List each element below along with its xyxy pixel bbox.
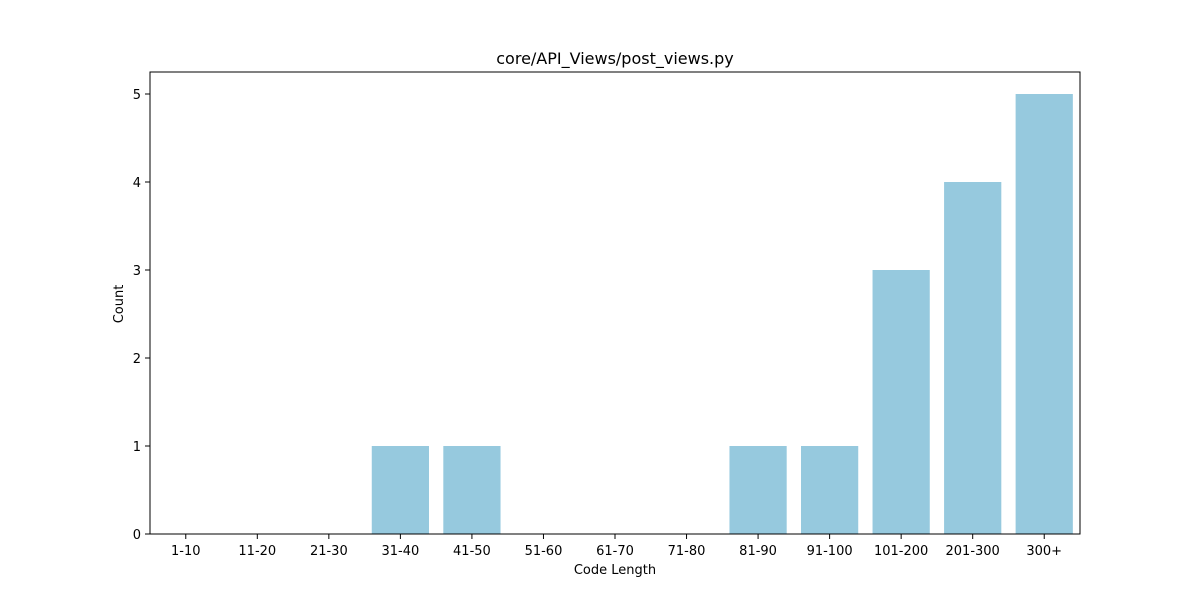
x-axis-label: Code Length	[574, 563, 656, 578]
x-tick-label: 41-50	[453, 544, 491, 559]
x-tick-label: 31-40	[381, 544, 419, 559]
x-tick-label: 71-80	[668, 544, 706, 559]
x-tick-label: 300+	[1026, 544, 1062, 559]
bar-31-40	[371, 446, 429, 534]
bar-41-50	[443, 446, 501, 534]
x-tick-label: 51-60	[525, 544, 563, 559]
plot-frame	[149, 71, 1081, 535]
y-axis-label: Count	[112, 285, 127, 324]
y-tick-label: 1	[133, 440, 141, 455]
bar-201-300	[944, 182, 1002, 534]
bar-300+	[1015, 94, 1073, 534]
x-tick-label: 1-10	[171, 544, 201, 559]
x-tick-label: 11-20	[238, 544, 276, 559]
y-tick-label: 2	[133, 352, 141, 367]
x-tick-label: 201-300	[946, 544, 1000, 559]
bar-81-90	[729, 446, 787, 534]
y-tick-label: 3	[133, 264, 141, 279]
y-tick-label: 5	[133, 88, 141, 103]
y-tick-label: 4	[133, 176, 141, 191]
x-tick-label: 101-200	[874, 544, 928, 559]
x-tick-label: 91-100	[807, 544, 853, 559]
chart-title: core/API_Views/post_views.py	[496, 49, 734, 69]
y-axis-ticks: 0 1 2 3 4 5	[133, 88, 150, 543]
x-axis-ticks: 1-10 11-20 21-30 31-40 41-50 51-60 61-70 71-80 8…	[171, 534, 1062, 559]
bars-group	[371, 94, 1073, 534]
bar-101-200	[872, 270, 930, 534]
x-tick-label: 81-90	[739, 544, 777, 559]
bar-91-100	[801, 446, 859, 534]
x-tick-label: 61-70	[596, 544, 634, 559]
y-tick-label: 0	[133, 528, 141, 543]
x-tick-label: 21-30	[310, 544, 348, 559]
